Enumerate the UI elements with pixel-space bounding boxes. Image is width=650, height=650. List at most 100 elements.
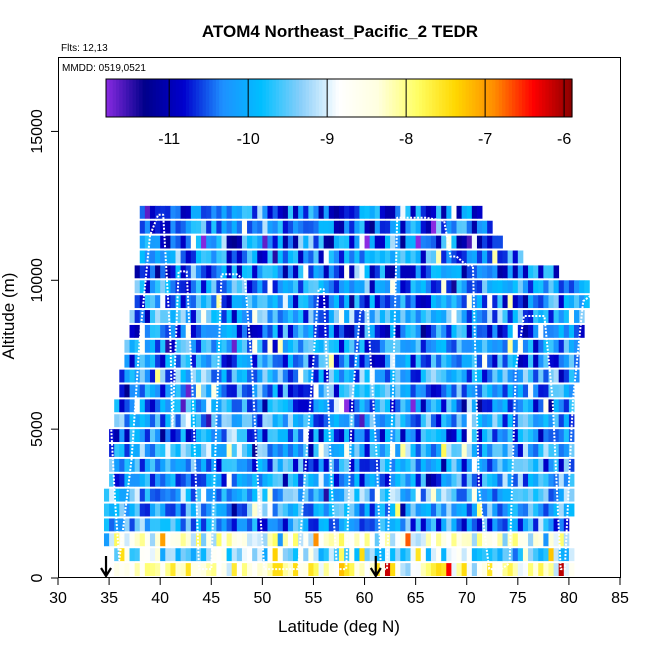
heatmap-cell <box>369 220 376 234</box>
heatmap-cell <box>180 205 187 219</box>
heatmap-cell <box>180 488 187 502</box>
heatmap-cell <box>456 369 463 383</box>
heatmap-cell <box>247 265 253 279</box>
heatmap-cell <box>190 235 197 249</box>
heatmap-cell <box>241 250 248 264</box>
heatmap-cell <box>487 533 493 547</box>
heatmap-cell <box>247 473 253 487</box>
heatmap-cell <box>354 518 360 532</box>
colorbar-segment <box>222 79 227 117</box>
heatmap-cell <box>267 473 273 487</box>
heatmap-cell <box>206 250 212 264</box>
heatmap-cell <box>446 324 452 338</box>
heatmap-cell <box>344 458 350 472</box>
heatmap-cell <box>405 324 411 338</box>
heatmap-cell <box>328 414 335 428</box>
colorbar-segment <box>428 79 433 117</box>
heatmap-cell <box>206 563 212 576</box>
heatmap-cell <box>287 220 294 234</box>
heatmap-cell <box>134 429 141 443</box>
heatmap-cell <box>185 339 192 353</box>
heatmap-cell <box>277 205 284 219</box>
heatmap-cell <box>109 533 115 547</box>
heatmap-cell <box>323 444 330 457</box>
heatmap-cell <box>339 399 345 413</box>
heatmap-cell <box>303 205 309 219</box>
heatmap-cell <box>190 250 197 264</box>
heatmap-cell <box>364 265 371 279</box>
heatmap-cell <box>395 280 401 294</box>
heatmap-cell <box>190 414 197 428</box>
colorbar-segment <box>219 79 224 117</box>
heatmap-cell <box>415 563 422 576</box>
heatmap-cell <box>563 295 570 309</box>
heatmap-cell <box>420 533 427 547</box>
heatmap-cell <box>563 488 570 502</box>
heatmap-cell <box>553 563 560 576</box>
heatmap-cell <box>267 295 273 309</box>
heatmap-cell <box>482 563 488 576</box>
heatmap-cell <box>466 205 473 219</box>
heatmap-cell <box>313 518 319 532</box>
heatmap-cell <box>124 369 130 383</box>
heatmap-cell <box>124 384 130 398</box>
heatmap-cell <box>201 220 207 234</box>
heatmap-cell <box>436 548 442 562</box>
colorbar-segment <box>172 79 177 117</box>
heatmap-cell <box>436 205 442 219</box>
heatmap-cell <box>563 563 570 576</box>
heatmap-cell <box>247 310 253 323</box>
heatmap-cell <box>272 384 279 398</box>
heatmap-cell <box>221 369 227 383</box>
heatmap-cell <box>298 429 304 443</box>
heatmap-cell <box>170 354 176 368</box>
heatmap-cell <box>461 473 468 487</box>
heatmap-cell <box>247 533 253 547</box>
heatmap-cell <box>328 458 335 472</box>
heatmap-cell <box>543 533 549 547</box>
heatmap-cell <box>201 488 207 502</box>
colorbar-segment <box>335 79 340 117</box>
heatmap-cell <box>195 384 202 398</box>
colorbar-segment <box>119 79 124 117</box>
heatmap-cell <box>476 310 483 323</box>
heatmap-cell <box>359 563 365 576</box>
colorbar-segment <box>405 79 410 117</box>
heatmap-cell <box>195 518 202 532</box>
heatmap-cell <box>175 354 182 368</box>
heatmap-cell <box>563 444 570 457</box>
heatmap-cell <box>374 339 381 353</box>
heatmap-cell <box>333 354 340 368</box>
heatmap-cell <box>226 429 233 443</box>
x-tick-label: 80 <box>560 590 578 607</box>
heatmap-cell <box>272 369 279 383</box>
heatmap-cell <box>446 399 452 413</box>
heatmap-cell <box>512 518 519 532</box>
heatmap-cell <box>282 458 289 472</box>
heatmap-cell <box>522 339 529 353</box>
heatmap-cell <box>298 310 304 323</box>
heatmap-cell <box>471 354 478 368</box>
colorbar-segment <box>482 79 487 117</box>
heatmap-cell <box>149 369 156 383</box>
heatmap-cell <box>390 473 396 487</box>
heatmap-cell <box>180 518 187 532</box>
heatmap-cell <box>339 563 345 576</box>
heatmap-cell <box>226 265 233 279</box>
heatmap-cell <box>180 399 187 413</box>
heatmap-cell <box>160 473 166 487</box>
heatmap-cell <box>543 414 549 428</box>
heatmap-cell <box>405 488 411 502</box>
heatmap-cell <box>379 250 386 264</box>
heatmap-cell <box>272 339 279 353</box>
heatmap-cell <box>405 265 411 279</box>
heatmap-cell <box>160 310 166 323</box>
heatmap-cell <box>374 220 381 234</box>
heatmap-cell <box>180 563 187 576</box>
heatmap-cell <box>165 235 171 249</box>
heatmap-cell <box>379 533 386 547</box>
heatmap-cell <box>257 473 263 487</box>
heatmap-cell <box>144 205 151 219</box>
heatmap-cell <box>333 265 340 279</box>
heatmap-cell <box>369 235 376 249</box>
